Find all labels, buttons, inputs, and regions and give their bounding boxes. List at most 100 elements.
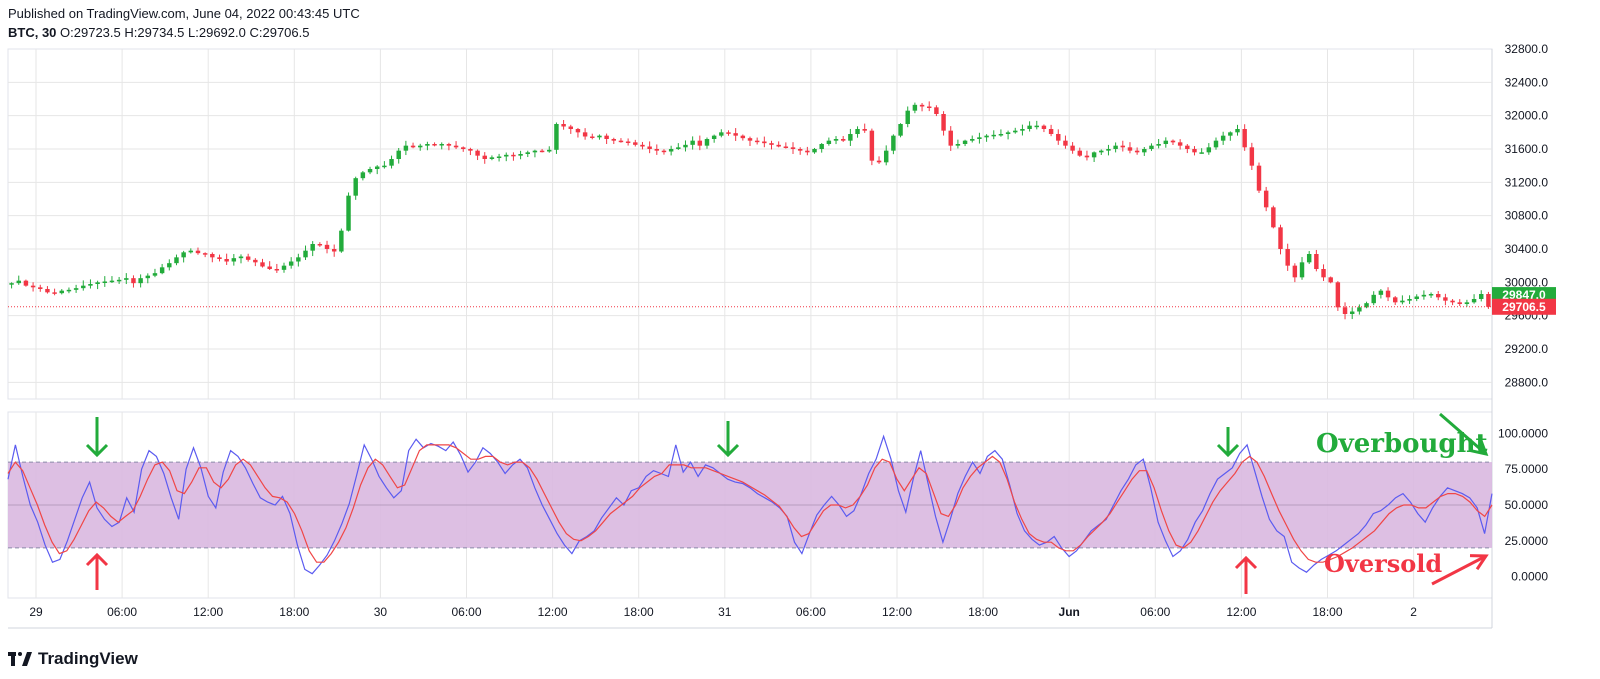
candle-body bbox=[1048, 129, 1054, 134]
candle-body bbox=[310, 244, 315, 251]
time-tick-label: 18:00 bbox=[1312, 605, 1342, 619]
candle-body bbox=[1421, 294, 1427, 297]
candle-body bbox=[382, 165, 387, 168]
candle-body bbox=[496, 156, 502, 158]
price-tick-label: 31600.0 bbox=[1505, 142, 1549, 156]
candle-body bbox=[532, 150, 538, 153]
candle-body bbox=[618, 140, 624, 143]
candle-body bbox=[1063, 140, 1068, 146]
price-tick-label: 32400.0 bbox=[1505, 75, 1549, 89]
candle-body bbox=[504, 154, 509, 157]
candle-body bbox=[296, 257, 301, 262]
candle-body bbox=[131, 278, 136, 284]
candle-body bbox=[432, 144, 437, 146]
candle-body bbox=[174, 257, 179, 264]
candle-body bbox=[396, 150, 401, 159]
candle-body bbox=[747, 138, 753, 141]
time-tick-label: 18:00 bbox=[968, 605, 998, 619]
candle-body bbox=[1306, 254, 1312, 263]
candle-body bbox=[360, 172, 366, 179]
candle-body bbox=[754, 140, 760, 143]
candle-body bbox=[1335, 282, 1341, 308]
candle-body bbox=[582, 132, 588, 137]
candle-body bbox=[1292, 265, 1298, 278]
close-value: 29706.5 bbox=[262, 25, 310, 40]
time-tick-label: 06:00 bbox=[1140, 605, 1170, 619]
candle-body bbox=[1235, 129, 1240, 133]
candle-body bbox=[210, 254, 215, 258]
published-caption: Published on TradingView.com, June 04, 2… bbox=[8, 6, 360, 21]
candle-body bbox=[1364, 303, 1369, 308]
candle-body bbox=[439, 144, 444, 146]
candle-body bbox=[1185, 145, 1190, 149]
time-tick-label: 18:00 bbox=[624, 605, 654, 619]
osc-tick-label: 25.0000 bbox=[1505, 534, 1549, 548]
osc-tick-label: 75.0000 bbox=[1505, 462, 1549, 476]
candle-body bbox=[1486, 294, 1491, 307]
candle-body bbox=[625, 141, 631, 143]
high-value: 29734.5 bbox=[137, 25, 185, 40]
candle-body bbox=[138, 278, 143, 284]
tradingview-logo[interactable]: TradingView bbox=[8, 649, 138, 669]
price-tick-label: 32800.0 bbox=[1505, 42, 1549, 56]
candle-body bbox=[955, 144, 961, 146]
candle-body bbox=[948, 130, 953, 146]
overbought-annotation: Overbought bbox=[1316, 429, 1488, 459]
candle-body bbox=[1192, 149, 1197, 153]
candle-body bbox=[1471, 299, 1477, 303]
up-arrow bbox=[85, 552, 109, 590]
candle-body bbox=[116, 279, 122, 282]
candle-body bbox=[711, 135, 717, 139]
candle-body bbox=[353, 178, 358, 196]
candle-body bbox=[1357, 307, 1362, 312]
candle-body bbox=[1177, 142, 1183, 146]
candle-body bbox=[475, 150, 480, 156]
candle-body bbox=[45, 289, 50, 293]
symbol-label[interactable]: BTC, 30 bbox=[8, 25, 57, 40]
candle-body bbox=[274, 269, 280, 271]
candle-body bbox=[511, 154, 516, 157]
candle-body bbox=[1256, 165, 1262, 191]
candle-body bbox=[1077, 150, 1083, 156]
candle-body bbox=[468, 149, 473, 151]
candle-body bbox=[1027, 125, 1032, 129]
time-tick-label: 12:00 bbox=[538, 605, 568, 619]
ohlc-legend: BTC, 30 O:29723.5 H:29734.5 L:29692.0 C:… bbox=[8, 25, 309, 40]
candle-body bbox=[152, 273, 158, 276]
candle-body bbox=[482, 155, 487, 159]
candle-body bbox=[217, 257, 222, 259]
low-value: 29692.0 bbox=[198, 25, 246, 40]
candle-body bbox=[776, 144, 781, 147]
candle-body bbox=[1314, 254, 1319, 269]
candle-body bbox=[697, 140, 703, 146]
candle-body bbox=[525, 152, 530, 154]
candle-body bbox=[1149, 145, 1154, 149]
candle-body bbox=[633, 142, 638, 145]
candle-body bbox=[1271, 207, 1276, 228]
candle-body bbox=[561, 124, 566, 127]
price-tick-label: 31200.0 bbox=[1505, 175, 1549, 189]
open-label: O: bbox=[60, 25, 74, 40]
candle-body bbox=[891, 135, 896, 151]
candle-body bbox=[303, 250, 308, 258]
candle-body bbox=[1163, 140, 1169, 144]
candle-body bbox=[461, 147, 466, 149]
candle-body bbox=[1342, 307, 1348, 314]
candle-body bbox=[883, 150, 889, 163]
close-label: C: bbox=[249, 25, 263, 40]
price-tick-label: 29200.0 bbox=[1505, 342, 1549, 356]
candle-body bbox=[1005, 132, 1011, 134]
candle-body bbox=[1349, 311, 1355, 314]
candle-body bbox=[1263, 190, 1269, 208]
candle-body bbox=[1084, 155, 1090, 158]
candle-body bbox=[690, 140, 695, 145]
time-tick-label: 30 bbox=[374, 605, 388, 619]
candle-body bbox=[977, 137, 982, 139]
candle-body bbox=[826, 140, 832, 144]
price-label-text: 29847.0 bbox=[1502, 288, 1546, 302]
candle-body bbox=[769, 143, 774, 145]
candle-body bbox=[267, 266, 272, 269]
candle-body bbox=[991, 134, 996, 137]
candle-body bbox=[195, 250, 201, 254]
